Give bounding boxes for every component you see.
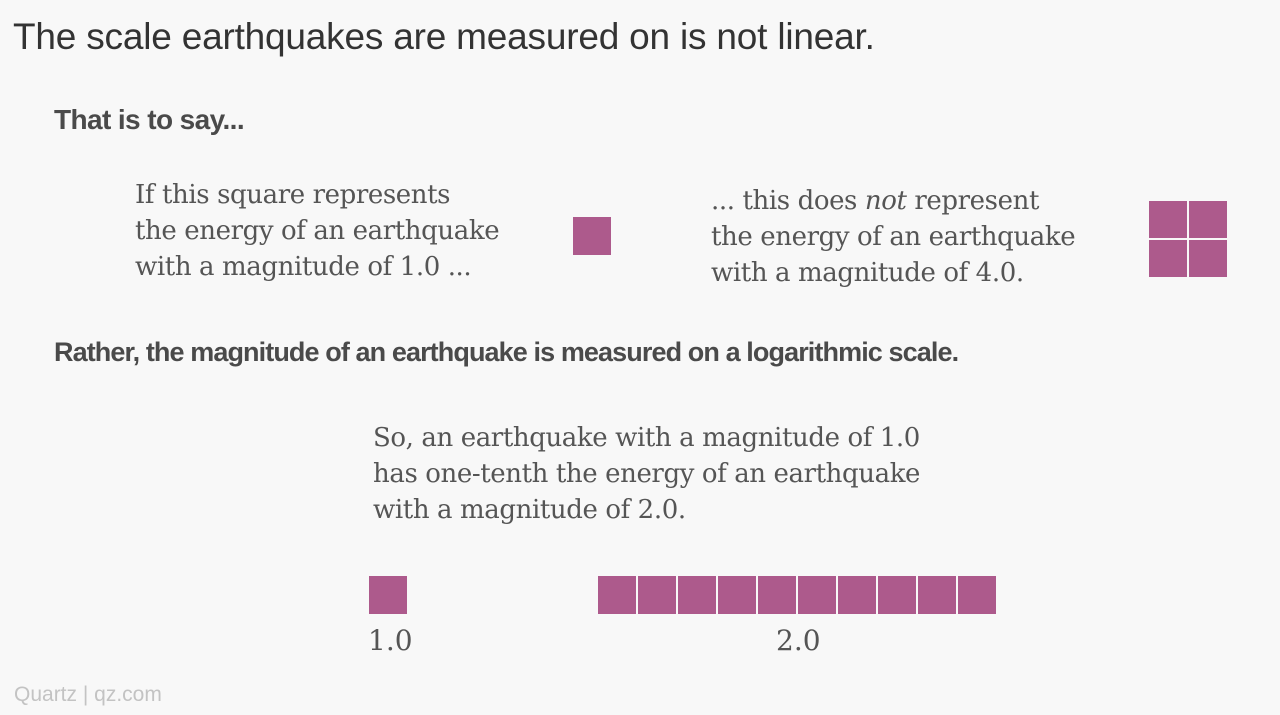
energy-square <box>638 576 676 614</box>
four-square-grid-magnitude-4 <box>1149 201 1227 277</box>
magnitude-2-label: 2.0 <box>776 624 821 657</box>
energy-square <box>758 576 796 614</box>
energy-square <box>598 576 636 614</box>
left-text-line-3: with a magnitude of 1.0 ... <box>135 252 472 282</box>
center-text-line-1: So, an earthquake with a magnitude of 1.… <box>373 423 920 453</box>
subhead-that-is-to-say: That is to say... <box>54 104 245 135</box>
energy-square <box>878 576 916 614</box>
subhead-logarithmic-scale: Rather, the magnitude of an earthquake i… <box>54 337 959 367</box>
center-explanation-text: So, an earthquake with a magnitude of 1.… <box>373 420 920 528</box>
right-explanation-text: ... this does not represent the energy o… <box>711 183 1076 291</box>
single-square-magnitude-1 <box>369 576 407 614</box>
left-explanation-text: If this square represents the energy of … <box>135 177 500 285</box>
energy-square <box>798 576 836 614</box>
left-text-line-2: the energy of an earthquake <box>135 216 500 246</box>
page-title: The scale earthquakes are measured on is… <box>13 16 875 57</box>
right-text-line-1-start: ... this does <box>711 186 865 216</box>
unit-square-magnitude-1 <box>573 217 611 255</box>
energy-square <box>838 576 876 614</box>
energy-square <box>1189 201 1227 238</box>
energy-square <box>958 576 996 614</box>
energy-square <box>918 576 956 614</box>
energy-square <box>718 576 756 614</box>
center-text-line-3: with a magnitude of 2.0. <box>373 495 686 525</box>
ten-square-row-magnitude-2 <box>598 576 996 614</box>
energy-square <box>1149 240 1187 277</box>
source-credit: Quartz | qz.com <box>14 683 162 706</box>
right-text-line-1-end: represent <box>906 186 1039 216</box>
left-text-line-1: If this square represents <box>135 180 451 210</box>
right-text-line-3: with a magnitude of 4.0. <box>711 258 1024 288</box>
right-text-line-2: the energy of an earthquake <box>711 222 1076 252</box>
energy-square <box>1189 240 1227 277</box>
center-text-line-2: has one-tenth the energy of an earthquak… <box>373 459 921 489</box>
magnitude-1-label: 1.0 <box>368 624 413 657</box>
energy-square <box>678 576 716 614</box>
energy-square <box>1149 201 1187 238</box>
right-text-emphasis: not <box>864 186 907 216</box>
